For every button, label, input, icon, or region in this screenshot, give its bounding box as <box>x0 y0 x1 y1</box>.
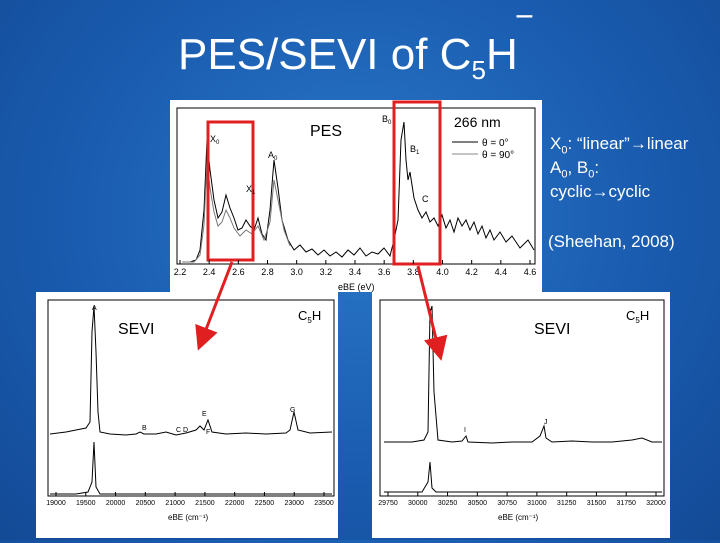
reference-citation: (Sheehan, 2008) <box>548 232 675 251</box>
x-tick-label: 22500 <box>255 500 275 507</box>
x-tick-label: 4.4 <box>495 267 508 277</box>
x-tick-label: 30750 <box>497 500 517 507</box>
x-tick-label: 23500 <box>314 500 334 507</box>
sevi-left-molecule: C5H <box>298 308 321 325</box>
x-tick-label: 22000 <box>225 500 245 507</box>
highlight-box-x0 <box>206 120 255 262</box>
x-tick-label: 23000 <box>284 500 304 507</box>
note-cyclic: cyclic→cyclic <box>550 182 651 201</box>
sevi-right-molecule: C5H <box>626 308 649 325</box>
x-tick-label: 31500 <box>587 500 607 507</box>
peak-label-b: B <box>142 425 147 432</box>
x-tick-label: 19000 <box>46 500 66 507</box>
pes-x-ticks: 2.2 2.4 2.6 2.8 3.0 3.2 3.4 3.6 3.8 4.0 4.2 4.4 4.6 <box>174 260 537 277</box>
peak-label-b0: B0 <box>382 114 392 126</box>
slide-title: PES/SEVI of C5H‾ <box>178 12 532 85</box>
pes-xlabel: eBE (eV) <box>338 282 375 292</box>
x-tick-label: 3.0 <box>290 267 303 277</box>
pes-legend-90deg: θ = 90° <box>482 150 514 161</box>
note-x0: X0: “linear”→linear <box>550 134 689 157</box>
pes-legend-0deg: θ = 0° <box>482 138 509 149</box>
note-a0-b0: A0, B0: <box>550 158 600 181</box>
peak-label-j: J <box>544 419 548 426</box>
sevi-right-frame <box>379 299 665 497</box>
sevi-spectrum-panel-left: SEVI C5H A B C D E F G 19000 19500 20000 20… <box>36 292 338 538</box>
x-tick-label: 32000 <box>646 500 666 507</box>
sevi-left-frame <box>47 299 335 497</box>
x-tick-label: 4.6 <box>524 267 537 277</box>
highlight-box-b0 <box>392 100 442 266</box>
peak-label-x1: X1 <box>246 184 256 196</box>
peak-label-a0: A0 <box>268 150 278 162</box>
peak-label-f: F <box>206 429 210 436</box>
peak-label-cd: C D <box>176 427 188 434</box>
peak-label-i: I <box>464 427 466 434</box>
sevi-right-trace-1 <box>384 305 662 444</box>
x-tick-label: 4.0 <box>436 267 449 277</box>
sevi-left-xlabel: eBE (cm⁻¹) <box>168 513 209 522</box>
pes-legend-title: 266 nm <box>454 114 501 130</box>
x-tick-label: 21000 <box>165 500 185 507</box>
sevi-spectrum-panel-right: SEVI C5H H I J 29750 30000 30250 30500 30750… <box>372 292 670 538</box>
x-tick-label: 20000 <box>106 500 126 507</box>
sevi-right-label: SEVI <box>534 321 570 338</box>
pes-spectrum-panel: PES 266 nm θ = 0° θ = 90° X0 A0 X1 B0 B1… <box>170 100 542 292</box>
peak-label-a: A <box>92 305 97 312</box>
x-tick-label: 19500 <box>76 500 96 507</box>
x-tick-label: 2.2 <box>174 267 187 277</box>
sevi-left-trace-2 <box>50 441 332 495</box>
x-tick-label: 20500 <box>136 500 156 507</box>
sevi-right-xlabel: eBE (cm⁻¹) <box>498 513 539 522</box>
pes-label: PES <box>310 123 342 140</box>
pes-trace-0deg <box>182 121 535 263</box>
x-tick-label: 31000 <box>527 500 547 507</box>
sevi-left-x-ticks: 19000 19500 20000 20500 21000 21500 22000 22500… <box>46 492 334 507</box>
pes-frame <box>176 107 536 265</box>
x-tick-label: 2.6 <box>232 267 245 277</box>
x-tick-label: 3.6 <box>378 267 391 277</box>
x-tick-label: 3.2 <box>320 267 333 277</box>
sevi-left-label: SEVI <box>118 321 154 338</box>
x-tick-label: 2.4 <box>203 267 216 277</box>
peak-label-c: C <box>422 194 429 204</box>
sevi-right-x-ticks: 29750 30000 30250 30500 30750 31000 31250 31500… <box>378 492 666 507</box>
x-tick-label: 21500 <box>195 500 215 507</box>
pes-trace-90deg <box>182 159 291 263</box>
x-tick-label: 2.8 <box>261 267 274 277</box>
x-tick-label: 30500 <box>468 500 488 507</box>
peak-label-b1: B1 <box>410 144 420 156</box>
x-tick-label: 3.8 <box>407 267 420 277</box>
peak-label-h: H <box>428 307 433 314</box>
x-tick-label: 30000 <box>408 500 428 507</box>
x-tick-label: 31250 <box>557 500 577 507</box>
x-tick-label: 4.2 <box>465 267 478 277</box>
peak-label-x0: X0 <box>210 134 220 146</box>
peak-label-g: G <box>290 407 295 414</box>
x-tick-label: 29750 <box>378 500 398 507</box>
sevi-left-trace-1 <box>49 305 333 436</box>
x-tick-label: 31750 <box>616 500 636 507</box>
peak-label-e: E <box>202 411 207 418</box>
sevi-right-trace-2 <box>384 461 662 493</box>
x-tick-label: 3.4 <box>349 267 362 277</box>
x-tick-label: 30250 <box>438 500 458 507</box>
